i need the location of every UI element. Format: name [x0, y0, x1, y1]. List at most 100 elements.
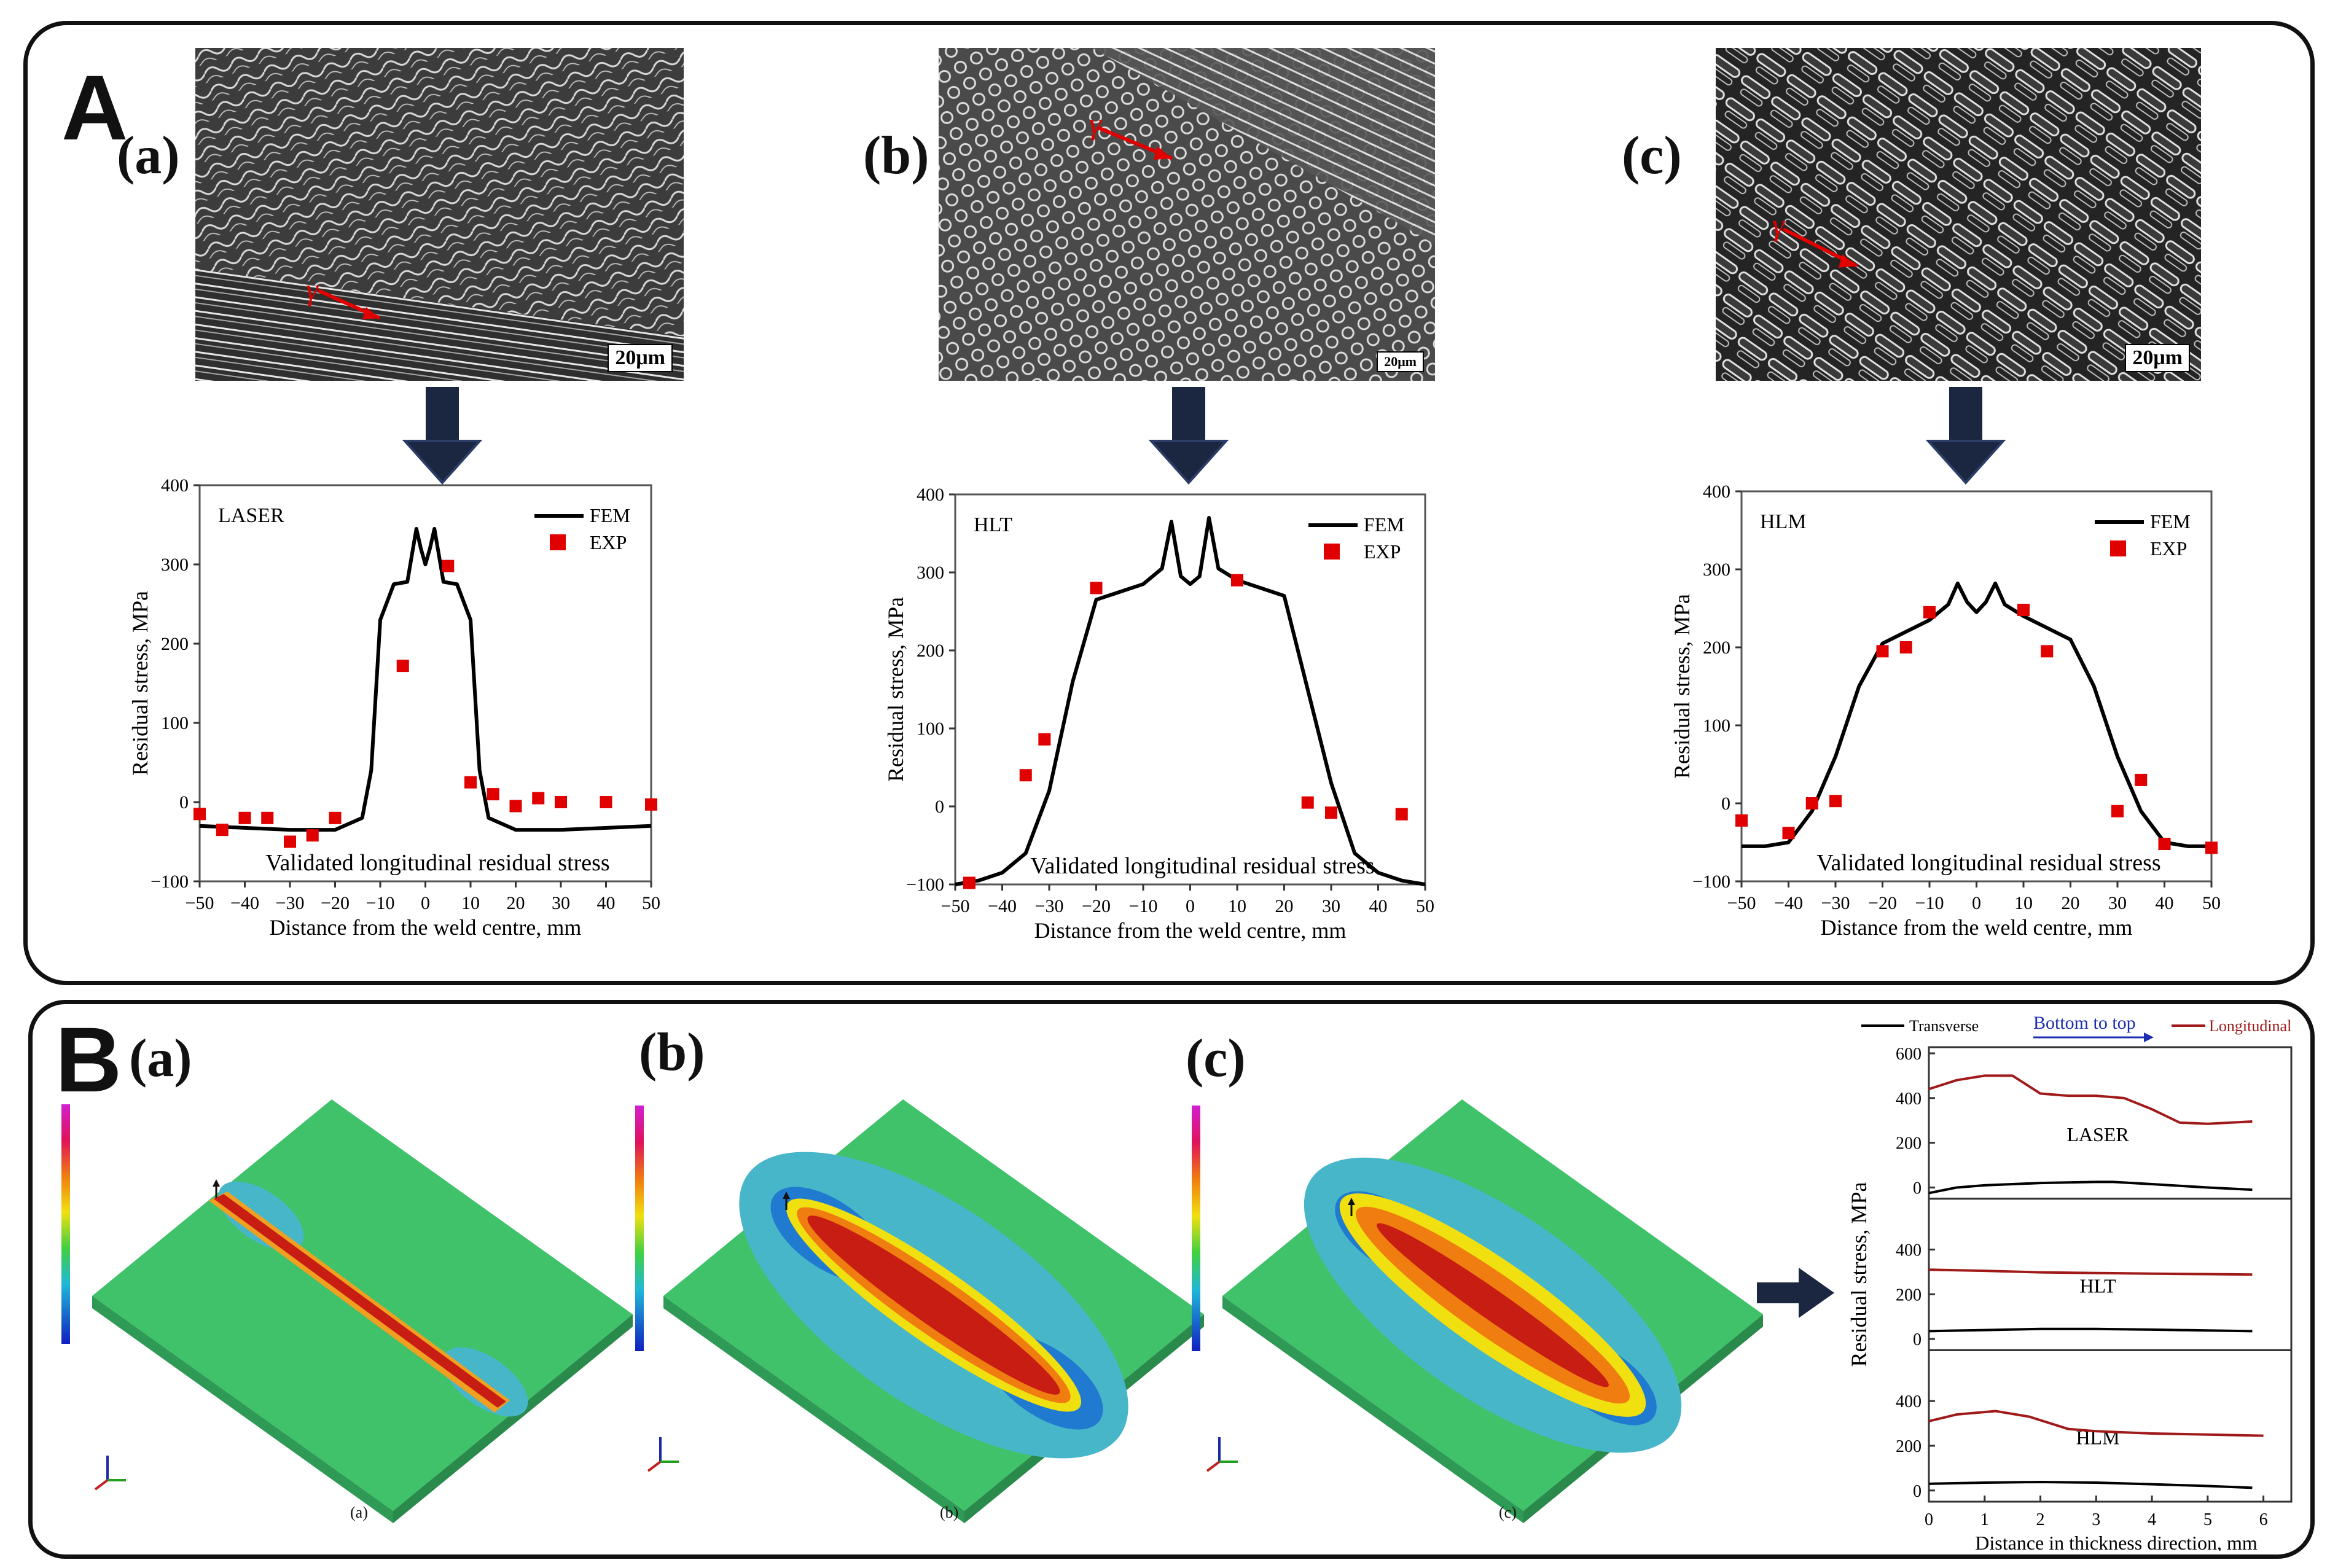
x-tick-label: 30: [552, 893, 570, 913]
panel-b-letter: B: [55, 1008, 122, 1111]
chart-hlm: −50 −40 −30 −20 −10 0 10 20 30 40 50−1000100200300…: [1670, 482, 2221, 940]
scale-bar-hlm: 20μm: [2125, 344, 2190, 372]
chart-annotation: Validated longitudinal residual stress: [1030, 853, 1374, 879]
x-tick-label: 30: [2108, 893, 2127, 913]
legend-exp-label: EXP: [1364, 540, 1401, 563]
y-tick-label: 100: [161, 713, 189, 733]
legend-exp-marker: [550, 534, 566, 550]
chart-annotation: Validated longitudinal residual stress: [265, 850, 609, 876]
exp-data-point: [1923, 606, 1936, 618]
series-line: [1928, 1327, 2253, 1333]
y-tick-label: 300: [1703, 560, 1730, 580]
legend-exp-label: EXP: [590, 531, 627, 553]
y-tick-label: 200: [1896, 1437, 1922, 1456]
exp-data-point: [2111, 805, 2124, 817]
x-tick-label: −10: [366, 893, 395, 913]
x-tick-label: 40: [2156, 893, 2174, 913]
exp-data-point: [532, 792, 545, 805]
x-tick-label: −10: [1129, 896, 1158, 916]
y-axis-label: Residual stress, MPa: [1847, 1182, 1871, 1367]
panel-a-letter: A: [61, 56, 128, 159]
y-tick-label: 600: [1896, 1045, 1922, 1064]
exp-data-point: [442, 560, 455, 572]
y-tick-label: 200: [1703, 638, 1730, 658]
micrograph-laser-texture: γ: [195, 48, 684, 381]
exp-data-point: [238, 811, 251, 824]
chart-title: HLM: [1760, 510, 1807, 533]
axis-triad-icon: [94, 1456, 126, 1491]
y-tick-label: −100: [151, 872, 189, 892]
x-tick-label: 5: [2203, 1510, 2212, 1529]
exp-data-point: [1805, 797, 1818, 809]
subplot-label: LASER: [2066, 1123, 2129, 1145]
exp-data-point: [306, 829, 319, 842]
plot-frame: [954, 493, 1426, 886]
x-tick-label: 4: [2148, 1510, 2156, 1529]
legend-fem-label: FEM: [590, 504, 630, 526]
exp-data-point: [600, 796, 612, 808]
y-tick-label: 200: [1896, 1285, 1922, 1305]
x-tick-label: 20: [1275, 896, 1294, 916]
x-tick-label: −50: [186, 893, 214, 913]
down-arrow-c: [1926, 387, 2006, 485]
x-tick-label: 20: [2062, 893, 2080, 913]
x-tick-label: −20: [321, 893, 350, 913]
x-tick-label: 0: [421, 893, 430, 913]
x-tick-label: 10: [461, 893, 480, 913]
micrograph-laser: γ 20μm: [195, 48, 684, 381]
scale-bar-hlt: 20μm: [1377, 351, 1424, 372]
y-tick-label: 400: [1896, 1392, 1922, 1411]
exp-data-point: [2205, 841, 2218, 854]
right-arrow: [1757, 1268, 1834, 1318]
fea-caption-b: (b): [940, 1504, 959, 1521]
y-tick-label: 400: [1896, 1090, 1922, 1109]
exp-data-point: [1876, 645, 1889, 658]
y-axis-label: Residual stress, MPa: [128, 591, 152, 776]
x-tick-label: −30: [1035, 896, 1064, 916]
exp-data-point: [1325, 806, 1337, 819]
color-legend-bar: [635, 1106, 644, 1351]
legend-exp-marker: [2110, 540, 2126, 556]
y-tick-label: 200: [1896, 1134, 1922, 1153]
y-tick-label: 400: [161, 475, 189, 496]
series-line: [1928, 1480, 2253, 1489]
y-tick-label: 0: [1721, 794, 1730, 814]
y-tick-label: 0: [1913, 1330, 1922, 1349]
exp-data-point: [1231, 574, 1243, 587]
exp-data-point: [645, 798, 657, 811]
panel-a-sub-label-b: (b): [863, 126, 929, 185]
down-arrow-b: [1149, 387, 1229, 485]
x-tick-label: 1: [1980, 1510, 1989, 1529]
y-tick-label: 400: [917, 485, 944, 505]
y-tick-label: 0: [179, 792, 189, 813]
exp-data-point: [487, 788, 499, 801]
series-line: [1928, 1074, 2253, 1125]
series-line: [1928, 1268, 2253, 1276]
x-tick-label: 20: [507, 893, 525, 913]
y-tick-label: 300: [917, 563, 944, 583]
chart-annotation: Validated longitudinal residual stress: [1816, 850, 2160, 876]
y-tick-label: 300: [161, 555, 189, 575]
x-tick-label: 40: [597, 893, 616, 913]
x-axis-label: Distance from the weld centre, mm: [1821, 915, 2133, 940]
exp-data-point: [194, 808, 206, 821]
down-arrow-a: [402, 387, 482, 485]
x-axis-label: Distance from the weld centre, mm: [270, 915, 582, 940]
micrograph-hlm-texture: γ: [1716, 48, 2201, 381]
gamma-label-hlt: γ: [1089, 106, 1102, 141]
legend-exp-marker: [1324, 544, 1340, 560]
exp-data-point: [1038, 733, 1051, 746]
y-tick-label: 100: [1703, 716, 1730, 736]
exp-data-point: [2041, 645, 2054, 658]
chart-title: LASER: [218, 504, 284, 527]
exp-data-point: [1395, 808, 1408, 821]
subplot-frame: [1928, 1349, 2293, 1503]
x-tick-label: 0: [1972, 893, 1981, 913]
exp-data-point: [329, 811, 342, 824]
exp-data-point: [1301, 796, 1314, 809]
x-tick-label: 0: [1925, 1510, 1933, 1529]
y-tick-label: −100: [1692, 872, 1730, 892]
x-tick-label: 10: [1228, 896, 1246, 916]
y-tick-label: 0: [1913, 1179, 1922, 1198]
y-tick-label: 200: [161, 634, 189, 654]
